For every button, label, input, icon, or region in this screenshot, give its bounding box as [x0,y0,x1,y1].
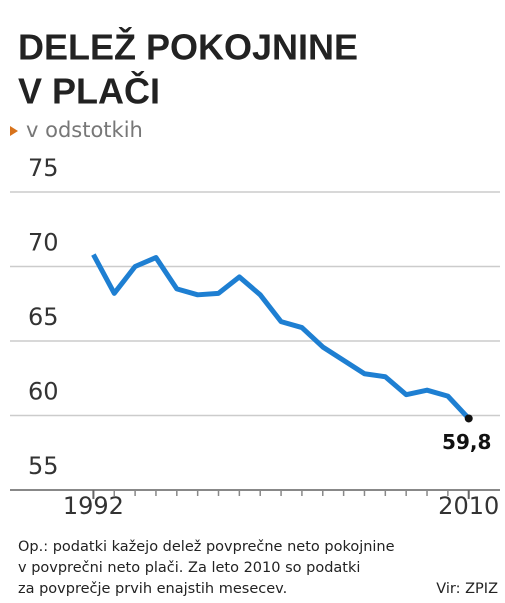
x-tick-label: 1992 [63,492,124,520]
end-dot [464,414,473,423]
y-tick-label: 70 [28,229,59,257]
y-tick-label: 60 [28,378,59,406]
note: v povprečni neto plači. Za leto 2010 so … [18,560,360,576]
note: za povprečje prvih enajstih mesecev. [18,581,287,597]
chart-title: V PLAČI [18,70,160,112]
line [91,253,471,421]
note: Op.: podatki kažejo delež povprečne neto… [18,539,395,555]
y-tick-label: 65 [28,303,59,331]
source: Vir: ZPIZ [436,581,498,597]
subtitle: v odstotkih [26,118,143,142]
x-tick-label: 2010 [438,492,499,520]
y-tick-label: 55 [28,452,59,480]
y-tick-label: 75 [28,154,59,182]
bullet [10,126,18,136]
chart-title: DELEŽ POKOJNINE [18,26,358,68]
value-label: 59,8 [442,430,491,454]
